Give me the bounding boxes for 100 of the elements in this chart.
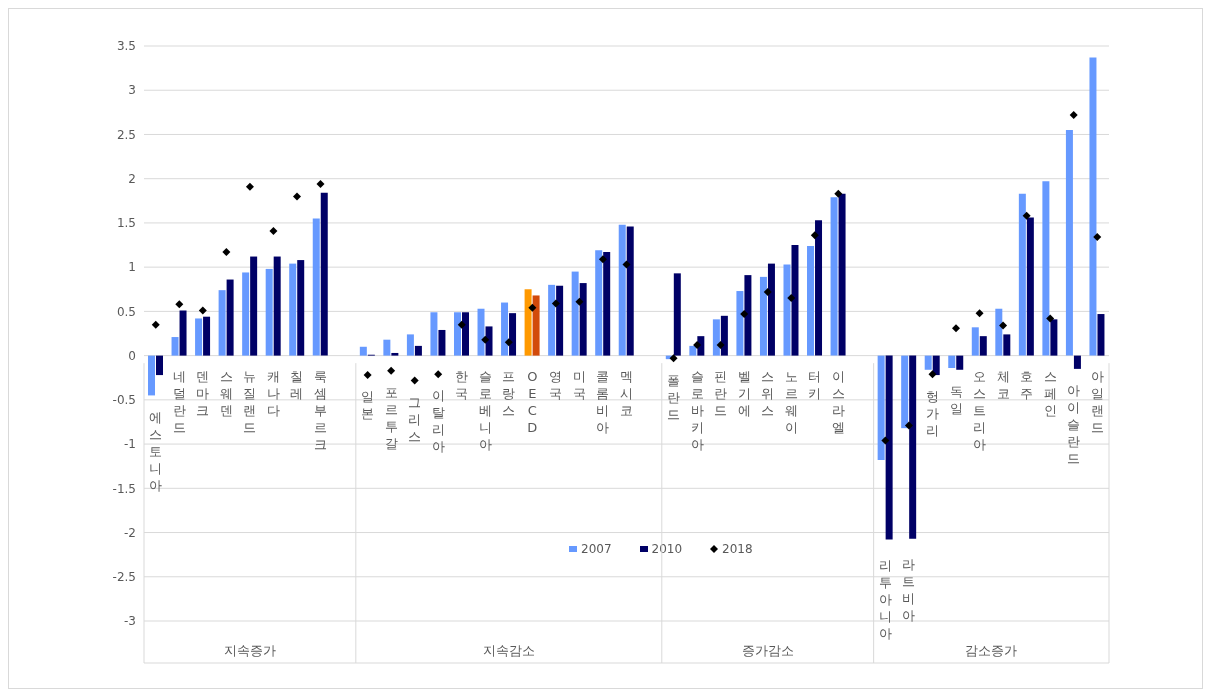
bar	[877, 355, 885, 460]
x-tick-label: 스위스	[761, 369, 775, 419]
legend-label: 2018	[721, 542, 753, 556]
point	[245, 182, 254, 191]
x-tick-label: 그리스	[408, 394, 422, 444]
bar	[195, 318, 203, 356]
point	[551, 299, 560, 308]
bar	[979, 336, 987, 356]
point	[928, 370, 937, 379]
bar	[320, 192, 328, 356]
x-tick-label: 리투아니아	[878, 557, 892, 641]
bar	[932, 355, 940, 376]
y-tick-label: -1	[124, 437, 136, 452]
point	[598, 255, 607, 264]
x-tick-label: 아일랜드	[1090, 369, 1104, 436]
point	[387, 366, 396, 375]
bar	[689, 345, 697, 356]
point	[952, 324, 961, 333]
bar	[1018, 193, 1026, 356]
point	[175, 300, 184, 309]
point	[457, 320, 466, 329]
bar	[807, 245, 815, 356]
bar	[744, 275, 752, 356]
bar	[461, 312, 469, 356]
bar	[218, 290, 226, 356]
point	[693, 341, 702, 349]
bar	[791, 245, 799, 356]
bar	[250, 256, 258, 356]
bar	[720, 315, 728, 356]
y-tick-label: -1.5	[112, 481, 136, 496]
bar	[579, 283, 587, 356]
bar	[383, 339, 391, 356]
text: 지속감소	[482, 643, 535, 658]
x-tick-label: 핀란드	[714, 369, 728, 419]
bar	[1026, 217, 1034, 356]
y-tick-label: 2	[128, 171, 136, 186]
bar	[885, 355, 893, 540]
x-tick-label: 에스토니아	[149, 409, 163, 493]
bar	[838, 193, 846, 356]
point	[504, 338, 513, 347]
x-tick-label: 미국	[572, 369, 586, 402]
point	[669, 354, 678, 363]
bar	[673, 273, 681, 356]
x-tick-label: OECD	[527, 369, 538, 436]
bar	[414, 345, 422, 356]
x-tick-label: 룩셈부르크	[314, 369, 328, 453]
y-tick-label: 3.5	[116, 39, 136, 54]
bar	[603, 252, 611, 356]
y-tick-label: 2.5	[116, 127, 136, 142]
point	[999, 321, 1008, 330]
bar	[909, 355, 917, 539]
bar	[948, 355, 956, 368]
x-tick-label: 호주	[1020, 369, 1034, 402]
point	[316, 180, 325, 188]
bar	[1003, 334, 1011, 356]
x-tick-label: 터키	[808, 369, 822, 402]
bar	[312, 218, 320, 356]
point	[810, 231, 819, 240]
point	[528, 303, 537, 312]
point	[292, 192, 301, 201]
bar	[406, 334, 414, 356]
legend-label: 2007	[580, 542, 612, 556]
bar	[1097, 314, 1105, 356]
bar	[477, 308, 485, 356]
bar	[532, 295, 540, 356]
point	[1069, 111, 1078, 119]
bar	[242, 272, 250, 356]
text: 지속증가	[223, 643, 276, 658]
bar	[1042, 181, 1050, 356]
bar	[995, 308, 1003, 356]
bar	[509, 313, 517, 356]
x-tick-label: 포르투갈	[384, 384, 398, 451]
y-tick-label: 1.5	[116, 216, 136, 231]
bar	[956, 355, 964, 370]
x-tick-label: 오스트리아	[973, 369, 987, 453]
bar	[712, 319, 720, 356]
x-tick-label: 벨기에	[737, 369, 751, 419]
point	[1046, 314, 1055, 323]
point	[763, 287, 772, 296]
y-tick-label: 0.5	[116, 304, 136, 319]
bar	[1073, 355, 1081, 369]
x-tick-label: 일본	[361, 389, 375, 422]
x-tick-label: 스페인	[1043, 369, 1057, 419]
point	[787, 294, 796, 303]
point	[622, 260, 631, 269]
x-tick-label: 독일	[949, 383, 963, 416]
bar	[556, 285, 564, 356]
x-tick-label: 노르웨이	[784, 369, 798, 436]
bar	[783, 264, 791, 356]
bar	[297, 260, 305, 356]
x-tick-label: 한국	[455, 369, 469, 402]
x-tick-label: 캐나다	[266, 369, 280, 419]
y-tick-label: 1	[128, 260, 136, 275]
x-tick-label: 폴란드	[667, 372, 681, 422]
bar	[438, 329, 446, 356]
bar	[179, 310, 187, 356]
x-tick-label: 헝가리	[925, 389, 939, 439]
point	[269, 226, 278, 235]
y-tick-label: -3	[124, 614, 136, 629]
point	[434, 370, 443, 379]
